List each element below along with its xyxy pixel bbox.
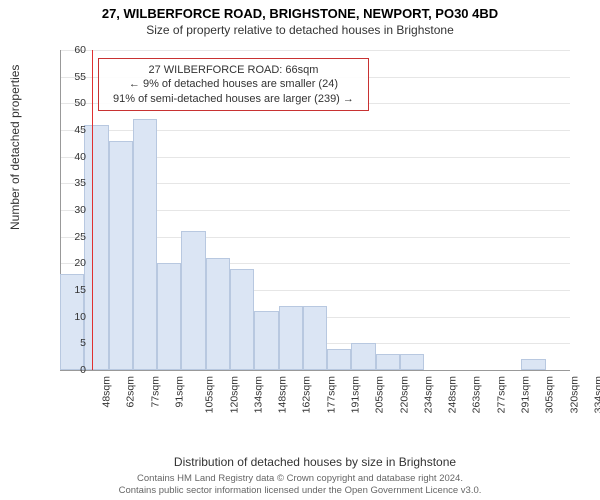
x-tick-label: 234sqm — [422, 376, 434, 413]
y-tick-label: 50 — [56, 97, 86, 109]
marker-line — [92, 50, 93, 370]
y-axis-label: Number of detached properties — [8, 65, 22, 230]
y-tick-label: 60 — [56, 44, 86, 56]
x-tick-label: 134sqm — [252, 376, 264, 413]
x-tick-label: 162sqm — [301, 376, 313, 413]
y-tick-label: 0 — [56, 364, 86, 376]
x-tick-label: 220sqm — [398, 376, 410, 413]
footer-line1: Contains HM Land Registry data © Crown c… — [0, 473, 600, 484]
chart-area: 27 WILBERFORCE ROAD: 66sqm ← 9% of detac… — [60, 50, 570, 420]
x-tick-label: 62sqm — [125, 376, 137, 408]
histogram-bar — [206, 258, 230, 370]
x-tick-label: 91sqm — [174, 376, 186, 408]
histogram-bar — [181, 231, 205, 370]
x-tick-label: 105sqm — [204, 376, 216, 413]
histogram-bar — [351, 343, 375, 370]
annotation-box: 27 WILBERFORCE ROAD: 66sqm ← 9% of detac… — [98, 58, 369, 111]
footer-attribution: Contains HM Land Registry data © Crown c… — [0, 473, 600, 500]
histogram-bar — [133, 119, 157, 370]
histogram-bar — [303, 306, 327, 370]
y-tick-label: 25 — [56, 231, 86, 243]
grid-line — [60, 50, 570, 51]
y-tick-label: 55 — [56, 71, 86, 83]
histogram-bar — [84, 125, 108, 370]
x-tick-label: 291sqm — [519, 376, 531, 413]
x-tick-label: 120sqm — [228, 376, 240, 413]
x-axis-line — [60, 370, 570, 371]
x-tick-label: 205sqm — [374, 376, 386, 413]
x-tick-label: 77sqm — [149, 376, 161, 408]
histogram-bar — [254, 311, 278, 370]
x-tick-label: 148sqm — [277, 376, 289, 413]
histogram-bar — [230, 269, 254, 370]
histogram-bar — [157, 263, 181, 370]
histogram-bar — [327, 349, 351, 370]
y-tick-label: 45 — [56, 124, 86, 136]
x-tick-label: 277sqm — [495, 376, 507, 413]
y-tick-label: 40 — [56, 151, 86, 163]
x-tick-label: 48sqm — [101, 376, 113, 408]
y-tick-label: 30 — [56, 204, 86, 216]
annotation-line1: 27 WILBERFORCE ROAD: 66sqm — [113, 63, 354, 77]
x-tick-label: 248sqm — [447, 376, 459, 413]
x-tick-label: 177sqm — [325, 376, 337, 413]
histogram-bar — [521, 359, 545, 370]
x-tick-label: 263sqm — [471, 376, 483, 413]
x-tick-label: 334sqm — [592, 376, 600, 413]
x-axis-label: Distribution of detached houses by size … — [60, 455, 570, 469]
annotation-line2: ← 9% of detached houses are smaller (24) — [113, 77, 354, 91]
x-tick-label: 320sqm — [568, 376, 580, 413]
y-tick-label: 10 — [56, 311, 86, 323]
y-tick-label: 20 — [56, 257, 86, 269]
x-tick-label: 305sqm — [544, 376, 556, 413]
y-tick-label: 5 — [56, 337, 86, 349]
y-tick-label: 15 — [56, 284, 86, 296]
chart-title: 27, WILBERFORCE ROAD, BRIGHSTONE, NEWPOR… — [0, 0, 600, 21]
y-tick-label: 35 — [56, 177, 86, 189]
chart-container: 27, WILBERFORCE ROAD, BRIGHSTONE, NEWPOR… — [0, 0, 600, 500]
annotation-line3: 91% of semi-detached houses are larger (… — [113, 92, 354, 106]
x-tick-label: 191sqm — [349, 376, 361, 413]
histogram-bar — [376, 354, 400, 370]
footer-line2: Contains public sector information licen… — [0, 485, 600, 496]
histogram-bar — [279, 306, 303, 370]
chart-subtitle: Size of property relative to detached ho… — [0, 21, 600, 37]
histogram-bar — [400, 354, 424, 370]
histogram-bar — [109, 141, 133, 370]
